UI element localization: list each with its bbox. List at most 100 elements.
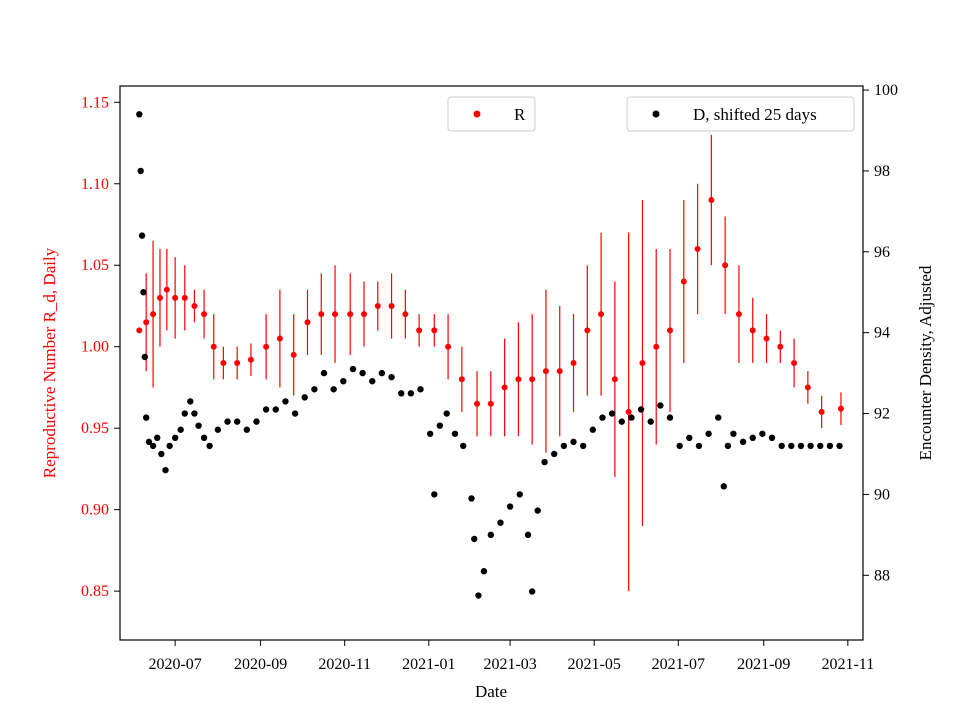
d-point: [497, 519, 504, 526]
right-tick-label: 98: [874, 163, 890, 180]
r-point: [818, 408, 825, 415]
right-axis-ticks: 88 90 92 94 96 98 100: [863, 82, 898, 584]
legend-d-label: D, shifted 25 days: [693, 105, 817, 124]
d-point: [676, 442, 683, 450]
d-point: [407, 390, 415, 397]
d-point: [560, 442, 568, 450]
d-point: [171, 434, 179, 442]
d-point: [797, 442, 805, 450]
r-point: [191, 302, 198, 309]
d-point: [436, 422, 444, 429]
r-point: [708, 197, 715, 204]
x-tick-label: 2020-09: [234, 656, 287, 673]
left-tick-label: 1.00: [81, 339, 109, 356]
d-point: [657, 402, 664, 409]
r-point: [458, 376, 465, 383]
d-point: [214, 426, 222, 433]
d-point: [541, 458, 548, 466]
d-point: [142, 414, 150, 421]
d-point: [191, 410, 198, 417]
d-point: [137, 167, 144, 175]
d-point: [181, 410, 188, 417]
d-point: [817, 442, 824, 450]
d-point: [378, 369, 386, 377]
plot-area: [120, 86, 863, 640]
plot-frame: [119, 85, 864, 641]
r-point: [625, 408, 632, 415]
left-tick-label: 0.90: [81, 502, 109, 519]
r-point: [639, 360, 646, 366]
d-point: [666, 414, 674, 421]
d-point: [154, 434, 161, 442]
r-point: [487, 400, 494, 407]
d-point: [195, 422, 202, 429]
d-point: [730, 430, 737, 437]
r-point: [360, 311, 367, 318]
r-point: [181, 294, 188, 301]
r-point: [598, 311, 605, 318]
left-tick-label: 1.10: [81, 176, 109, 193]
d-point: [724, 442, 732, 450]
d-point: [145, 438, 153, 446]
legend-r-label: R: [514, 105, 526, 124]
d-point: [253, 418, 260, 425]
d-point: [506, 503, 514, 510]
r-point: [247, 356, 254, 363]
right-axis-title: Encounter Density, Adjusted: [916, 265, 935, 460]
r-point: [388, 302, 395, 309]
r-point: [653, 343, 660, 350]
d-point: [768, 434, 776, 442]
d-point: [158, 450, 165, 458]
d-point: [759, 430, 766, 437]
r-point: [172, 294, 179, 301]
d-point: [177, 426, 184, 433]
r-point: [556, 368, 563, 375]
d-point: [826, 442, 834, 450]
d-point: [739, 438, 747, 446]
r-point: [318, 311, 325, 318]
d-point: [398, 390, 405, 397]
d-point: [516, 491, 523, 498]
r-point: [445, 343, 452, 350]
d-point: [291, 410, 299, 417]
r-point: [611, 376, 618, 383]
r-point: [529, 376, 536, 383]
d-point: [570, 438, 577, 446]
r-point: [474, 400, 481, 407]
x-tick-label: 2021-11: [821, 656, 874, 673]
d-point: [233, 418, 241, 425]
r-point: [416, 327, 423, 334]
d-point: [628, 414, 635, 421]
legend-r-frame: [447, 96, 536, 132]
left-axis-title: Reproductive Number R_d, Daily: [40, 247, 59, 478]
legend-d: D, shifted 25 days: [626, 96, 855, 132]
d-point: [262, 406, 270, 413]
d-point: [136, 111, 143, 118]
r-point: [332, 311, 339, 318]
legend-r: R: [447, 96, 536, 132]
d-point: [224, 418, 231, 425]
r-point: [791, 360, 798, 366]
d-point: [720, 483, 727, 490]
r-point: [515, 376, 522, 383]
d-point: [166, 442, 173, 450]
x-tick-label: 2020-07: [148, 656, 201, 673]
r-point: [143, 319, 150, 326]
d-point: [836, 442, 843, 450]
legend-d-marker: [652, 110, 660, 118]
r-point: [374, 302, 381, 309]
left-axis-ticks: 0.85 0.90 0.95 1.00 1.05 1.10 1.15: [81, 94, 120, 600]
d-point: [301, 394, 308, 401]
r-point: [667, 327, 674, 334]
d-point: [637, 406, 645, 413]
r-point: [694, 245, 701, 252]
r-point: [234, 360, 241, 366]
r-point: [584, 327, 591, 334]
d-point: [475, 592, 482, 599]
right-tick-label: 92: [874, 406, 890, 423]
d-point: [349, 365, 357, 373]
d-point: [320, 369, 328, 377]
d-point: [149, 442, 157, 450]
d-point: [431, 491, 438, 498]
